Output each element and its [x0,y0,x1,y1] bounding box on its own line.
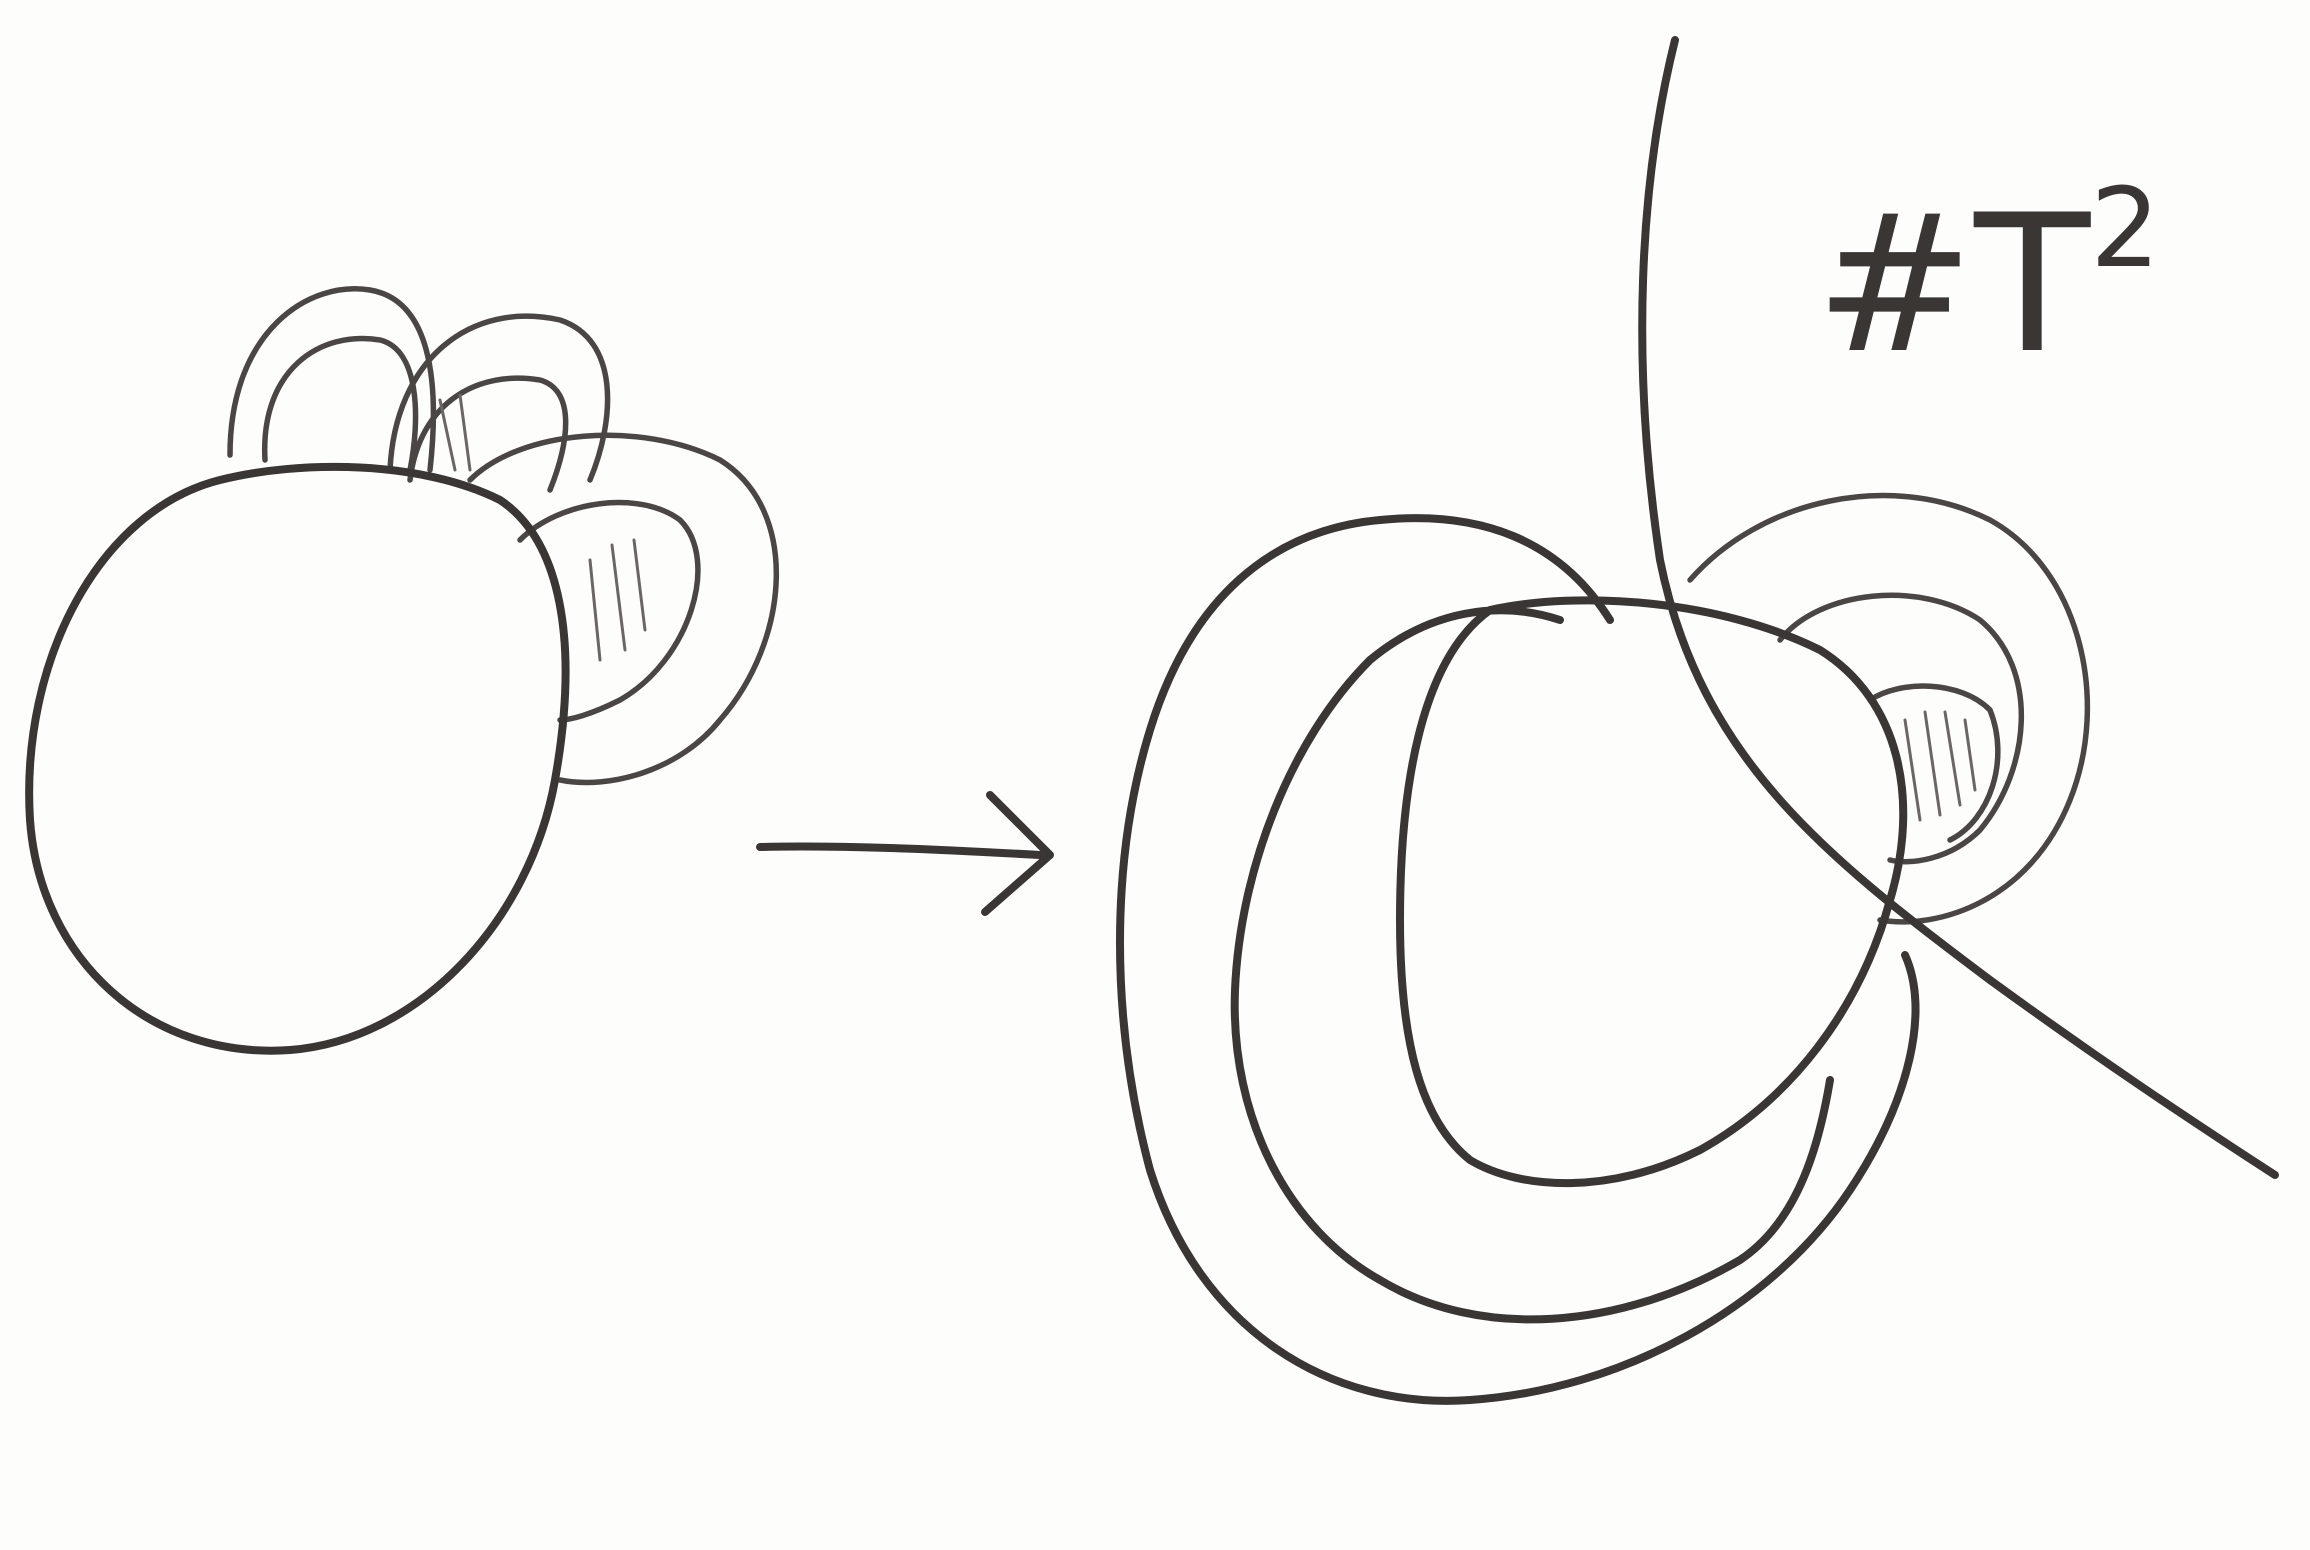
left-loop-3 [387,313,611,483]
right-loop-outer [1116,514,1920,1405]
left-loop-5 [467,432,780,786]
left-hatching [438,393,647,662]
right-hatching [1903,710,1977,822]
annotation-label: #T2 [1815,173,2160,380]
arrow-head [981,791,1054,916]
arrow-shaft [756,842,1044,859]
right-long-curve [1638,36,2279,1179]
annotation-superscript: 2 [2090,163,2161,292]
right-figure [1116,36,2279,1405]
arrow [756,791,1054,916]
left-sphere [25,462,570,1055]
right-loop-small-2 [1777,592,2025,865]
right-sphere [1396,596,1908,1188]
left-figure [25,286,780,1055]
annotation-prefix: #T [1815,174,2091,395]
right-loop-middle [1230,606,1834,1324]
right-loop-small-1 [1687,492,2091,925]
left-loop-1 [227,286,437,473]
left-loop-6 [517,499,701,723]
right-loop-small-3 [1867,683,2001,843]
left-loop-2 [262,335,419,473]
